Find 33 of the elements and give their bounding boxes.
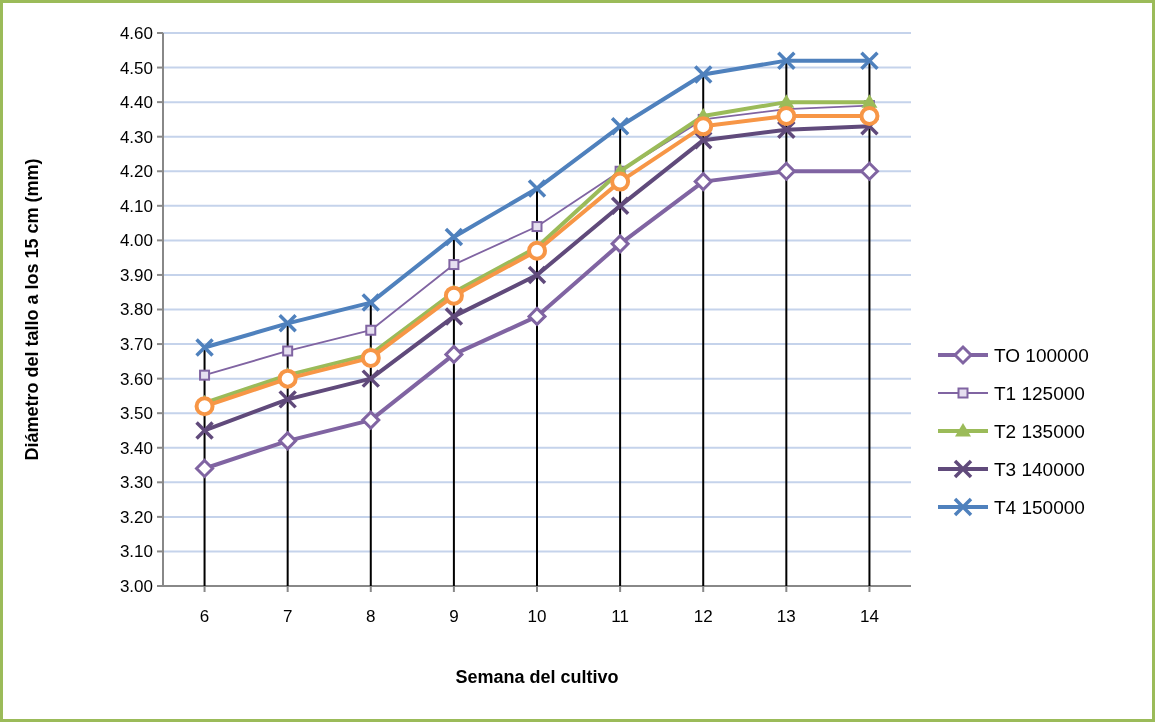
y-tick-label: 3.20 <box>119 507 153 527</box>
y-tick-label: 3.10 <box>119 542 153 562</box>
x-tick-label: 13 <box>776 607 796 626</box>
y-tick-label: 4.40 <box>119 93 153 113</box>
y-tick-label: 4.30 <box>119 127 153 147</box>
legend-label: TO 100000 <box>994 344 1089 366</box>
legend-label: T3 140000 <box>994 458 1085 480</box>
x-tick-label: 7 <box>282 607 293 626</box>
x-tick-label: 8 <box>366 607 376 626</box>
x-tick-label: 9 <box>449 607 459 626</box>
y-tick-label: 3.40 <box>119 438 153 458</box>
y-tick-label: 3.70 <box>119 335 153 355</box>
legend-label: T1 125000 <box>994 382 1085 404</box>
y-tick-label: 4.20 <box>119 162 153 182</box>
legend-label: T2 135000 <box>994 420 1085 442</box>
y-tick-label: 3.00 <box>119 576 153 596</box>
y-tick-label: 3.90 <box>119 265 153 285</box>
legend-label: T4 150000 <box>994 496 1085 518</box>
x-tick-label: 12 <box>693 607 713 626</box>
y-tick-label: 3.60 <box>119 369 153 389</box>
x-tick-label: 14 <box>859 607 879 626</box>
x-axis-title: Semana del cultivo <box>455 667 619 687</box>
x-tick-label: 6 <box>199 607 210 626</box>
y-tick-label: 4.00 <box>119 231 153 251</box>
x-tick-label: 10 <box>527 607 547 626</box>
y-axis-title: Diámetro del tallo a los 15 cm (mm) <box>22 158 42 461</box>
x-tick-label: 11 <box>611 607 629 626</box>
y-tick-label: 3.50 <box>119 404 153 424</box>
y-tick-label: 4.50 <box>119 58 153 78</box>
y-tick-label: 3.80 <box>119 300 153 320</box>
y-tick-label: 3.30 <box>119 473 153 493</box>
y-tick-label: 4.60 <box>119 23 153 43</box>
y-tick-label: 4.10 <box>119 196 153 216</box>
